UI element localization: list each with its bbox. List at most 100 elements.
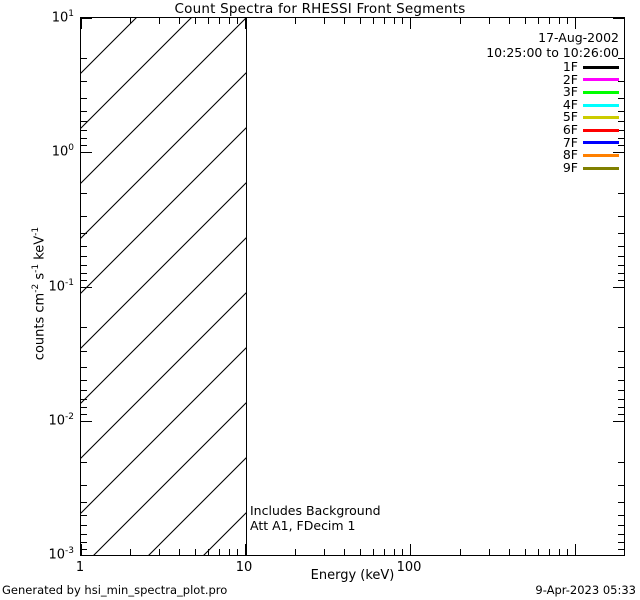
legend-label: 1F <box>562 59 578 74</box>
y-tick-mantissa: 10 <box>51 144 69 160</box>
y-tick-minor <box>81 351 87 352</box>
x-tick-top-minor <box>208 18 209 24</box>
x-tick-minor <box>402 549 403 555</box>
y-tick-right-minor <box>618 525 624 526</box>
y-axis-title-exp3: -1 <box>31 226 42 236</box>
legend-label: 2F <box>562 71 578 87</box>
x-tick-top-minor <box>559 18 560 24</box>
x-tick-minor <box>489 549 490 555</box>
hatch-boundary-line <box>246 18 248 555</box>
y-tick-right-minor <box>618 111 624 112</box>
y-tick-right-minor <box>618 145 624 146</box>
x-tick-label: 1 <box>75 560 85 575</box>
y-tick-right-minor <box>618 515 624 516</box>
y-tick-right-minor <box>618 399 624 400</box>
y-tick-right-minor <box>618 58 624 59</box>
legend-item-1f[interactable]: 1F <box>562 59 619 74</box>
y-tick-right-major <box>613 152 624 153</box>
y-tick-right-minor <box>618 273 624 274</box>
legend: 1F 2F 3F 4F 5F 6F 7F 8F <box>562 59 619 175</box>
hatch-pattern-svg <box>81 18 246 555</box>
legend-item-7f[interactable]: 7F <box>563 136 619 150</box>
x-tick-minor <box>130 549 131 555</box>
legend-swatch-4f <box>583 103 619 107</box>
y-tick-minor <box>81 485 87 486</box>
x-tick-top-minor <box>130 18 131 24</box>
x-tick-minor <box>538 549 539 555</box>
y-tick-major <box>81 18 92 19</box>
y-tick-major <box>81 152 92 153</box>
x-tick-top-minor <box>525 18 526 24</box>
y-axis-title: counts cm-2 s-1 keV-1 <box>31 24 48 564</box>
y-tick-right-minor <box>618 233 624 234</box>
x-tick-minor <box>295 549 296 555</box>
y-tick-minor <box>81 390 87 391</box>
y-tick-right-minor <box>618 390 624 391</box>
y-axis-title-part3: keV <box>32 235 48 264</box>
x-tick-top-minor <box>159 18 160 24</box>
legend-label: 3F <box>562 84 578 100</box>
legend-item-9f[interactable]: 9F <box>563 161 619 175</box>
x-tick-top-minor <box>229 18 230 24</box>
legend-item-5f[interactable]: 5F <box>563 111 619 124</box>
y-tick-right-minor <box>618 542 624 543</box>
x-tick-top-minor <box>344 18 345 24</box>
observation-header: 17-Aug-2002 10:25:00 to 10:26:00 <box>486 30 619 60</box>
legend-swatch-8f <box>583 153 619 157</box>
x-tick-minor <box>237 549 238 555</box>
y-tick-minor <box>81 414 87 415</box>
observation-time-range: 10:25:00 to 10:26:00 <box>486 45 619 60</box>
y-tick-mantissa: 10 <box>48 413 66 429</box>
y-tick-minor <box>81 193 87 194</box>
y-tick-minor <box>81 407 87 408</box>
y-tick-minor <box>81 130 87 131</box>
x-tick-top-minor <box>373 18 374 24</box>
y-tick-right-minor <box>618 351 624 352</box>
x-tick-label: 10 <box>235 560 253 575</box>
y-tick-minor <box>81 121 87 122</box>
y-tick-minor <box>81 327 87 328</box>
y-tick-right-minor <box>618 549 624 550</box>
y-tick-minor <box>81 380 87 381</box>
x-tick-top-minor <box>489 18 490 24</box>
y-tick-minor <box>81 542 87 543</box>
legend-swatch-5f <box>583 116 619 120</box>
x-tick-top-minor <box>538 18 539 24</box>
x-tick-minor <box>559 549 560 555</box>
x-tick-top-minor <box>384 18 385 24</box>
legend-item-2f[interactable]: 2F <box>562 71 619 87</box>
x-tick-top-major <box>81 18 82 29</box>
x-tick-major <box>410 544 411 555</box>
y-tick-right-minor <box>618 280 624 281</box>
x-tick-top-minor <box>295 18 296 24</box>
legend-item-8f[interactable]: 8F <box>563 149 619 162</box>
y-axis-title-exp2: -1 <box>31 263 42 273</box>
x-tick-label: 100 <box>396 560 422 575</box>
y-tick-right-major <box>613 421 624 422</box>
y-axis-title-exp1: -2 <box>31 283 42 293</box>
y-tick-right-minor <box>618 414 624 415</box>
y-tick-right-minor <box>618 502 624 503</box>
y-tick-minor <box>81 367 87 368</box>
y-tick-right-minor <box>618 130 624 131</box>
legend-item-6f[interactable]: 6F <box>563 123 619 137</box>
y-tick-right-major <box>613 18 624 19</box>
y-tick-major <box>81 287 92 288</box>
legend-label: 8F <box>562 147 578 163</box>
y-tick-exponent: 0 <box>68 143 74 154</box>
y-tick-right-minor <box>618 534 624 535</box>
y-tick-right-minor <box>618 367 624 368</box>
x-tick-minor <box>373 549 374 555</box>
legend-swatch-3f <box>583 90 619 94</box>
legend-label: 4F <box>562 96 578 112</box>
legend-item-4f[interactable]: 4F <box>562 96 619 112</box>
y-tick-minor <box>81 525 87 526</box>
y-tick-minor <box>81 216 87 217</box>
legend-item-3f[interactable]: 3F <box>563 86 619 99</box>
x-axis-title: Energy (keV) <box>310 568 395 583</box>
legend-swatch-1f <box>583 65 619 69</box>
x-tick-top-minor <box>237 18 238 24</box>
x-tick-minor <box>159 549 160 555</box>
x-tick-top-minor <box>179 18 180 24</box>
